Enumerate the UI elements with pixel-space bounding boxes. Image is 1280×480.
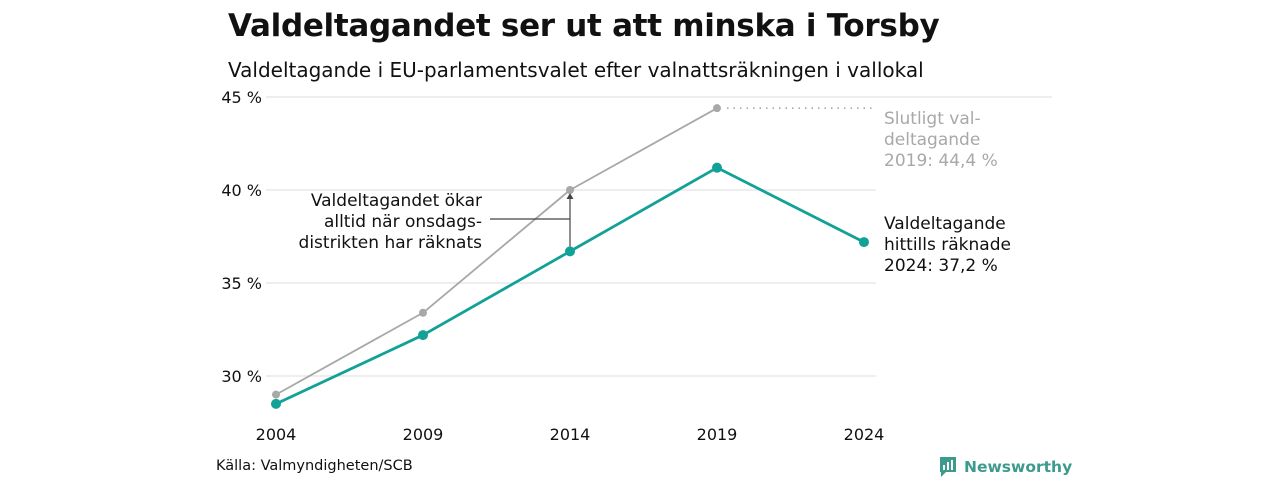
data-point-counted: [418, 330, 428, 341]
final-annotation-line: 2019: 44,4 %: [884, 151, 998, 171]
data-point-final: [419, 308, 427, 317]
y-tick-label: 35 %: [221, 274, 262, 293]
data-point-counted: [712, 162, 722, 173]
note-annotation-line: Valdeltagandet ökar: [311, 191, 482, 211]
source-label: Källa: Valmyndigheten/SCB: [216, 458, 413, 474]
chart-subtitle: Valdeltagande i EU-parlamentsvalet efter…: [228, 58, 924, 82]
x-tick-label: 2014: [550, 425, 591, 444]
x-tick-label: 2009: [403, 425, 444, 444]
final-annotation-line: Slutligt val-: [884, 109, 981, 129]
brand: Newsworthy: [938, 455, 1072, 479]
counted-annotation-line: 2024: 37,2 %: [884, 256, 998, 276]
data-point-counted: [271, 398, 281, 409]
x-tick-label: 2019: [697, 425, 738, 444]
counted-annotation-line: Valdeltagande: [884, 214, 1006, 234]
data-point-final: [566, 186, 574, 194]
y-tick-label: 45 %: [221, 88, 262, 107]
data-point-counted: [859, 237, 869, 248]
final-annotation-line: deltagande: [884, 130, 980, 150]
note-annotation-line: distrikten har räknats: [299, 233, 483, 253]
series-line-final: [275, 107, 718, 396]
chart-title: Valdeltagandet ser ut att minska i Torsb…: [228, 8, 940, 44]
x-tick-label: 2024: [844, 425, 885, 444]
data-point-final: [272, 390, 280, 399]
note-arrow-head: [566, 193, 574, 199]
brand-name: Newsworthy: [964, 458, 1073, 476]
data-point-counted: [565, 246, 575, 257]
y-tick-label: 30 %: [221, 367, 262, 386]
counted-annotation-line: hittills räknade: [884, 235, 1011, 255]
data-point-final: [713, 104, 721, 113]
x-tick-label: 2004: [256, 425, 297, 444]
y-tick-label: 40 %: [221, 181, 262, 200]
newsworthy-logo-icon: [940, 457, 956, 477]
note-annotation-line: alltid när onsdags-: [324, 212, 482, 232]
